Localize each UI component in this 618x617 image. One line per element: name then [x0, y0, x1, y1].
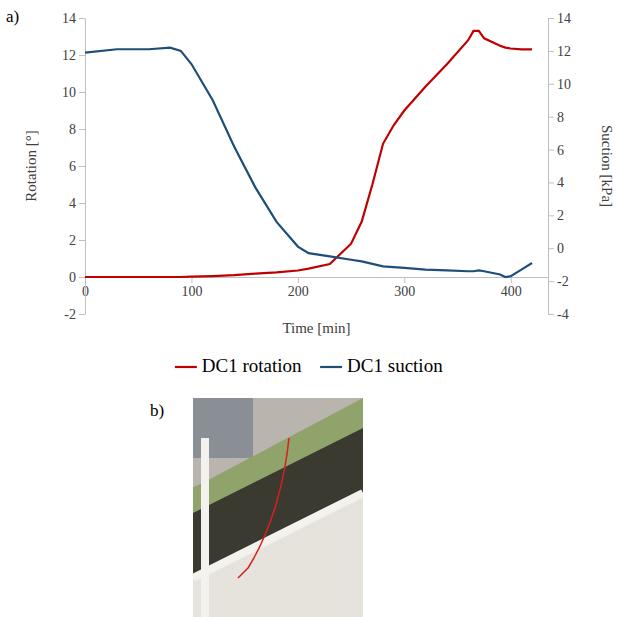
tick: 2	[548, 208, 564, 223]
tick-label: 2	[69, 233, 76, 248]
tick: 12	[548, 44, 571, 59]
tick-label: 0	[557, 241, 564, 256]
photo-frame-bar	[193, 493, 363, 578]
photo-frame	[193, 493, 363, 617]
axis: -2 0 2 4 6 8 10 12 14	[62, 11, 86, 322]
tick-mark	[79, 277, 85, 278]
photo-slip-line	[238, 438, 289, 578]
tick-mark	[548, 281, 554, 282]
tick-label: 6	[69, 159, 76, 174]
tick-label: 2	[557, 208, 564, 223]
tick-label: 0	[69, 270, 76, 285]
tick: 200	[288, 277, 309, 299]
tick-mark	[79, 240, 85, 241]
tick: 300	[394, 277, 415, 299]
tick: 14	[548, 11, 571, 26]
tick-label: 400	[501, 284, 522, 299]
tick-mark	[79, 55, 85, 56]
tick-mark	[79, 314, 85, 315]
tick-label: 8	[69, 122, 76, 137]
tick-mark	[548, 150, 554, 151]
tick-label: 10	[62, 85, 76, 100]
tick-label: 4	[557, 175, 564, 190]
legend: DC1 rotation DC1 suction	[175, 355, 443, 376]
tick: 2	[69, 233, 85, 248]
axis-title: Rotation [°]	[23, 130, 39, 201]
tick-mark	[548, 51, 554, 52]
tick-mark	[548, 314, 554, 315]
tick-label: -4	[557, 307, 569, 322]
tick-label: -2	[557, 274, 569, 289]
legend-label: DC1 rotation	[202, 355, 302, 376]
tick-mark	[548, 248, 554, 249]
tick-label: 200	[288, 284, 309, 299]
legend-swatch	[320, 366, 342, 368]
axis-title: Suction [kPa]	[599, 125, 615, 207]
legend-label: DC1 suction	[347, 355, 443, 376]
tick: 12	[62, 48, 85, 63]
tick: 0	[548, 241, 564, 256]
tick-label: 6	[557, 143, 564, 158]
tick-mark	[511, 277, 512, 283]
panel-label: a)	[6, 7, 19, 26]
tick: 10	[62, 85, 85, 100]
tick-label: 100	[181, 284, 202, 299]
tick-mark	[79, 166, 85, 167]
axis-line	[548, 19, 549, 315]
tick-mark	[548, 215, 554, 216]
tick-label: 14	[62, 11, 76, 26]
tick: 8	[548, 110, 564, 125]
tick: 0	[69, 270, 85, 285]
tick-label: -2	[64, 307, 76, 322]
tick-mark	[79, 129, 85, 130]
plot-area	[85, 31, 532, 277]
tick-mark	[79, 203, 85, 204]
axis-line	[85, 19, 86, 315]
tick-label: 4	[69, 196, 76, 211]
data-line	[85, 48, 532, 277]
tick: 8	[69, 122, 85, 137]
photo	[193, 398, 363, 617]
tick-label: 8	[557, 110, 564, 125]
tick: -2	[64, 307, 85, 322]
tick-label: 12	[62, 48, 76, 63]
axis-title: Time [min]	[282, 320, 350, 336]
tick-mark	[548, 182, 554, 183]
tick-mark	[79, 92, 85, 93]
legend-swatch	[175, 366, 197, 368]
tick: 14	[62, 11, 85, 26]
tick: -4	[548, 307, 569, 322]
tick: -2	[548, 274, 569, 289]
axis: -4 -2 0 2 4 6 8 10 12 14	[548, 11, 571, 322]
tick: 4	[69, 196, 85, 211]
tick-mark	[298, 277, 299, 283]
panel-label: b)	[150, 401, 164, 420]
tick: 400	[501, 277, 522, 299]
photo-bg	[193, 398, 363, 617]
tick: 4	[548, 175, 564, 190]
data-line	[85, 31, 532, 277]
photo-frame-post	[201, 438, 209, 617]
legend-item: DC1 suction	[320, 355, 443, 376]
tick: 100	[181, 277, 202, 299]
legend-item: DC1 rotation	[175, 355, 302, 376]
tick-mark	[79, 18, 85, 19]
tick-label: 300	[394, 284, 415, 299]
axis: 0100200300400	[82, 277, 549, 299]
tick-mark	[191, 277, 192, 283]
tick: 6	[69, 159, 85, 174]
tick-label: 14	[557, 11, 571, 26]
tick: 6	[548, 143, 564, 158]
tick-mark	[548, 84, 554, 85]
tick-mark	[404, 277, 405, 283]
tick-label: 10	[557, 77, 571, 92]
tick-mark	[548, 117, 554, 118]
tick-mark	[548, 18, 554, 19]
tick-label: 12	[557, 44, 571, 59]
chart: a)0100200300400-202468101214-4-202468101…	[0, 0, 618, 617]
tick: 10	[548, 77, 571, 92]
